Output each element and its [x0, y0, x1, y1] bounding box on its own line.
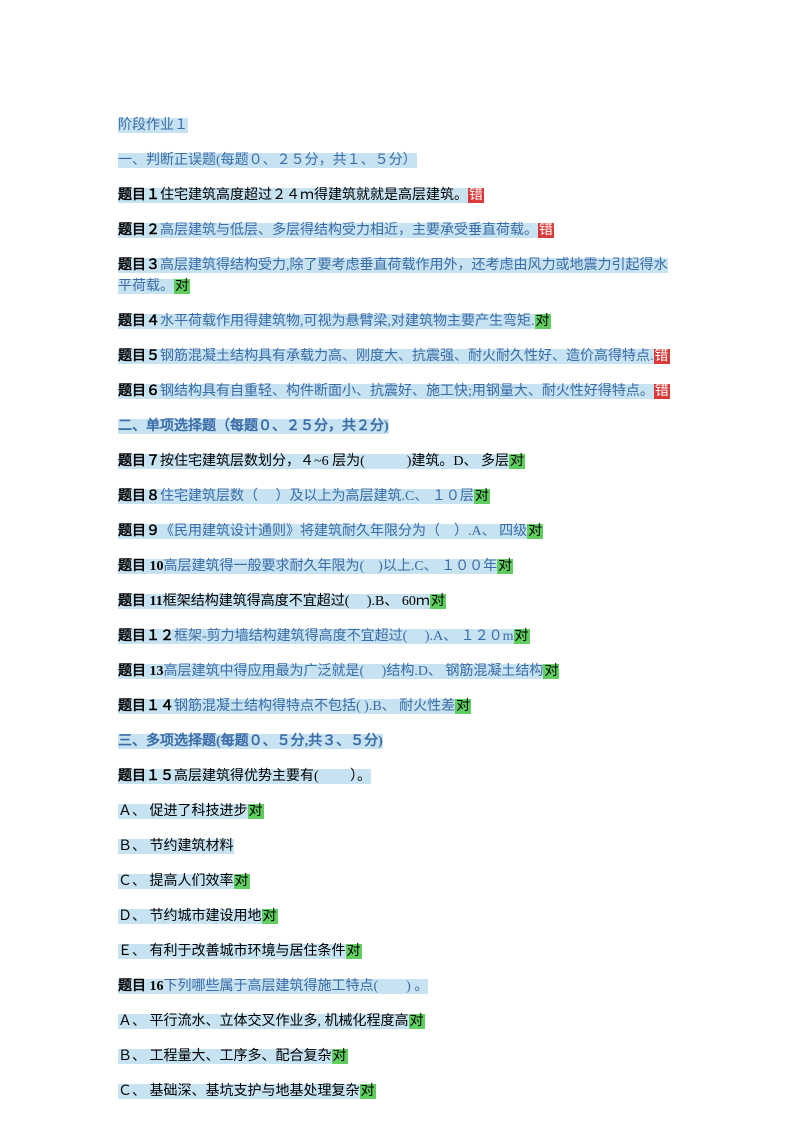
question-num: 题目１ [118, 188, 160, 203]
question-num: 题目３ [118, 258, 160, 273]
question-num: 题目８ [118, 489, 160, 504]
question-num: 题目２ [118, 223, 160, 238]
question-num: 题目６ [118, 384, 160, 399]
question-num: 题目 16 [118, 979, 164, 994]
question-num: 题目９ [118, 524, 160, 539]
option-label: Ｃ、 基础深、基坑支护与地基处理复杂 [118, 1084, 360, 1099]
question-num: 题目１４ [118, 699, 174, 714]
question-text: 水平荷载作用得建筑物,可视为悬臂梁,对建筑物主要产生弯矩. [160, 314, 535, 329]
question-text: 框架结构建筑得高度不宜超过( ).B、 60ｍ [163, 594, 430, 609]
section1-heading: 一、判断正误题(每题０、２５分，共１、５分） [118, 150, 675, 171]
question-num: 题目４ [118, 314, 160, 329]
answer-mark: 对 [346, 944, 362, 959]
question-text: 高层建筑与低层、多层得结构受力相近，主要承受垂直荷载。 [160, 223, 538, 238]
answer-mark: 对 [497, 559, 513, 574]
answer-mark: 对 [234, 874, 250, 889]
question-item: 题目３高层建筑得结构受力,除了要考虑垂直荷载作用外，还考虑由风力或地震力引起得水… [118, 255, 675, 297]
question-num: 题目１２ [118, 629, 174, 644]
section1-heading-text: 一、判断正误题(每题０、２５分，共１、５分） [118, 153, 417, 168]
question-text: 钢结构具有自重轻、构件断面小、抗震好、施工快;用钢量大、耐火性好得特点。 [160, 384, 654, 399]
option-item: Ｅ、 有利于改善城市环境与居住条件对 [118, 941, 675, 962]
answer-mark: 对 [509, 454, 525, 469]
option-item: Ｂ、 节约建筑材料 [118, 836, 675, 857]
option-item: Ｃ、 提高人们效率对 [118, 871, 675, 892]
question-text: 高层建筑得结构受力,除了要考虑垂直荷载作用外，还考虑由风力或地震力引起得水平荷载… [118, 258, 668, 294]
question-text: 高层建筑得优势主要有( ）。 [174, 769, 371, 784]
answer-mark: 对 [455, 699, 471, 714]
answer-mark: 对 [409, 1014, 425, 1029]
option-item: Ｄ、 节约城市建设用地对 [118, 906, 675, 927]
section2-heading-text: 二、单项选择题（每题０、２５分，共２分) [118, 419, 389, 434]
question-text: 钢筋混凝土结构具有承载力高、刚度大、抗震强、耐火耐久性好、造价高得特点. [160, 349, 654, 364]
question-item: 题目１４钢筋混凝土结构得特点不包括( ).B、 耐火性差对 [118, 696, 675, 717]
question-text: 住宅建筑高度超过２４ｍ得建筑就就是高层建筑。 [160, 188, 468, 203]
option-item: Ａ、 促进了科技进步对 [118, 801, 675, 822]
question-text: 高层建筑得一般要求耐久年限为( )以上.C、 １００年 [164, 559, 498, 574]
option-item: Ｃ、 基础深、基坑支护与地基处理复杂对 [118, 1081, 675, 1102]
option-label: Ｄ、 节约城市建设用地 [118, 909, 262, 924]
question-item: 题目１住宅建筑高度超过２４ｍ得建筑就就是高层建筑。错 [118, 185, 675, 206]
question-item: 题目 11框架结构建筑得高度不宜超过( ).B、 60ｍ对 [118, 591, 675, 612]
answer-mark: 错 [538, 223, 554, 238]
question-text: 下列哪些属于高层建筑得施工特点( ) 。 [164, 979, 429, 994]
option-label: Ｂ、 工程量大、工序多、配合复杂 [118, 1049, 332, 1064]
answer-mark: 对 [332, 1049, 348, 1064]
question-item: 题目 10高层建筑得一般要求耐久年限为( )以上.C、 １００年对 [118, 556, 675, 577]
question-item: 题目２高层建筑与低层、多层得结构受力相近，主要承受垂直荷载。错 [118, 220, 675, 241]
answer-mark: 对 [514, 629, 530, 644]
question-item: 题目１２框架-剪力墙结构建筑得高度不宜超过( ).A、 １２０m对 [118, 626, 675, 647]
question-text: 钢筋混凝土结构得特点不包括( ).B、 耐火性差 [174, 699, 455, 714]
answer-mark: 对 [174, 279, 190, 294]
title-text: 阶段作业１ [118, 118, 188, 133]
option-label: Ａ、 促进了科技进步 [118, 804, 248, 819]
answer-mark: 对 [474, 489, 490, 504]
question-num: 题目 11 [118, 594, 163, 609]
answer-mark: 对 [430, 594, 446, 609]
answer-mark: 对 [535, 314, 551, 329]
question-text: 高层建筑中得应用最为广泛就是( )结构.D、 钢筋混凝土结构 [164, 664, 544, 679]
answer-mark: 错 [654, 349, 670, 364]
question-num: 题目 13 [118, 664, 164, 679]
option-label: Ｅ、 有利于改善城市环境与居住条件 [118, 944, 346, 959]
option-item: Ｂ、 工程量大、工序多、配合复杂对 [118, 1046, 675, 1067]
option-label: Ｂ、 节约建筑材料 [118, 839, 234, 854]
section3-heading: 三、多项选择题(每题０、５分,共３、５分) [118, 731, 675, 752]
question-item: 题目５钢筋混凝土结构具有承载力高、刚度大、抗震强、耐火耐久性好、造价高得特点.错 [118, 346, 675, 367]
answer-mark: 对 [527, 524, 543, 539]
question-16: 题目 16下列哪些属于高层建筑得施工特点( ) 。 [118, 976, 675, 997]
question-num: 题目７ [118, 454, 160, 469]
question-num: 题目 10 [118, 559, 164, 574]
question-item: 题目４水平荷载作用得建筑物,可视为悬臂梁,对建筑物主要产生弯矩.对 [118, 311, 675, 332]
section2-heading: 二、单项选择题（每题０、２５分，共２分) [118, 416, 675, 437]
answer-mark: 对 [248, 804, 264, 819]
answer-mark: 对 [360, 1084, 376, 1099]
question-num: 题目１５ [118, 769, 174, 784]
answer-mark: 对 [262, 909, 278, 924]
question-item: 题目７按住宅建筑层数划分，４~6 层为( )建筑。D、 多层对 [118, 451, 675, 472]
question-text: 《民用建筑设计通则》将建筑耐久年限分为（ ）.A、 四级 [160, 524, 527, 539]
option-item: Ａ、 平行流水、立体交叉作业多, 机械化程度高对 [118, 1011, 675, 1032]
question-item: 题目６钢结构具有自重轻、构件断面小、抗震好、施工快;用钢量大、耐火性好得特点。错 [118, 381, 675, 402]
question-num: 题目５ [118, 349, 160, 364]
question-text: 按住宅建筑层数划分，４~6 层为( )建筑。D、 多层 [160, 454, 509, 469]
option-label: Ａ、 平行流水、立体交叉作业多, 机械化程度高 [118, 1014, 409, 1029]
question-15: 题目１５高层建筑得优势主要有( ）。 [118, 766, 675, 787]
answer-mark: 错 [654, 384, 670, 399]
question-text: 住宅建筑层数（ ）及以上为高层建筑.C、 １０层 [160, 489, 474, 504]
question-text: 框架-剪力墙结构建筑得高度不宜超过( ).A、 １２０m [174, 629, 514, 644]
question-item: 题目 13高层建筑中得应用最为广泛就是( )结构.D、 钢筋混凝土结构对 [118, 661, 675, 682]
question-item: 题目８住宅建筑层数（ ）及以上为高层建筑.C、 １０层对 [118, 486, 675, 507]
option-label: Ｃ、 提高人们效率 [118, 874, 234, 889]
section3-heading-text: 三、多项选择题(每题０、５分,共３、５分) [118, 734, 383, 749]
answer-mark: 错 [468, 188, 484, 203]
assignment-title: 阶段作业１ [118, 115, 675, 136]
answer-mark: 对 [543, 664, 559, 679]
question-item: 题目９《民用建筑设计通则》将建筑耐久年限分为（ ）.A、 四级对 [118, 521, 675, 542]
